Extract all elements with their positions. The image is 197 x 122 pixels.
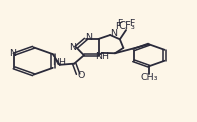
Text: N: N bbox=[85, 33, 92, 42]
Text: F: F bbox=[118, 19, 123, 28]
Text: NH: NH bbox=[95, 52, 109, 61]
Text: N: N bbox=[9, 49, 16, 58]
Text: N: N bbox=[110, 29, 117, 38]
Text: N: N bbox=[69, 43, 76, 52]
Text: F: F bbox=[129, 19, 135, 28]
Text: F: F bbox=[116, 22, 121, 31]
Text: CF₃: CF₃ bbox=[119, 21, 136, 31]
Text: CH₃: CH₃ bbox=[140, 73, 158, 82]
Text: O: O bbox=[78, 71, 85, 80]
Text: NH: NH bbox=[52, 58, 66, 67]
